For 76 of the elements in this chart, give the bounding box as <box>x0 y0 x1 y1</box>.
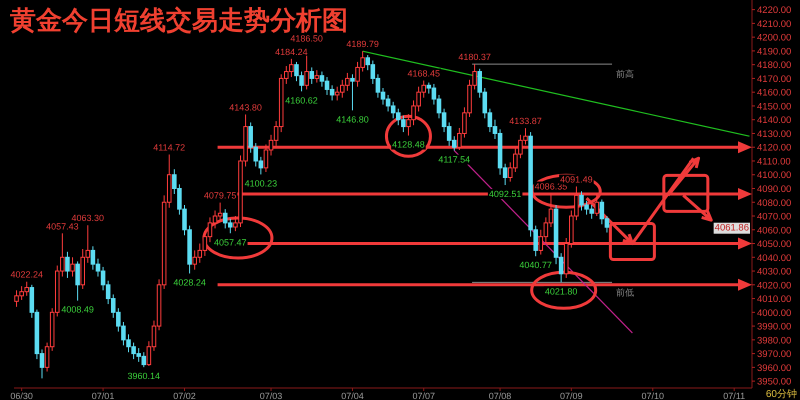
annotation: 3960.14 <box>128 371 160 382</box>
y-tick-label: 4080.00 <box>757 198 792 209</box>
y-tick-label: 4180.00 <box>757 60 792 72</box>
annotation: 4022.24 <box>10 270 43 280</box>
annotation: 4092.51 <box>488 189 522 200</box>
ref-line-label: 前高 <box>616 69 634 80</box>
text: 60分钟 <box>766 388 797 400</box>
y-tick-label: 4210.00 <box>757 18 792 30</box>
annotation: 4061.86 <box>714 222 749 234</box>
y-tick-label: 4200.00 <box>757 32 792 44</box>
y-tick-label: 4050.00 <box>757 239 792 250</box>
annotation: 4146.80 <box>336 114 369 124</box>
annotation: 4100.23 <box>244 178 278 188</box>
y-tick-label: 4130.00 <box>757 128 792 140</box>
annotation: 4057.47 <box>214 237 247 248</box>
y-tick-label: 3960.00 <box>757 362 792 374</box>
y-tick-label: 4000.00 <box>757 308 792 319</box>
annotation: 4021.80 <box>544 286 578 296</box>
annotation: 4057.43 <box>46 221 79 232</box>
y-tick-label: 4110.00 <box>757 156 791 168</box>
annotation: 4184.24 <box>275 46 308 57</box>
candlestick <box>350 74 355 111</box>
annotation: 4180.37 <box>458 52 491 62</box>
x-tick-label: 07/09 <box>560 391 583 400</box>
annotation: 4133.87 <box>509 116 542 126</box>
y-tick-label: 4220.00 <box>757 5 792 16</box>
annotation: 4028.24 <box>173 277 206 288</box>
annotation: 4143.80 <box>229 102 262 112</box>
ref-line-label: 前低 <box>616 287 634 298</box>
annotation: 4189.79 <box>346 39 379 50</box>
annotation: 4063.30 <box>72 213 104 224</box>
y-tick-label: 4070.00 <box>757 212 792 223</box>
annotation: 4086.35 <box>534 182 568 192</box>
y-tick-label: 4090.00 <box>757 184 792 195</box>
annotation: 4117.54 <box>438 154 470 165</box>
x-tick-label: 07/08 <box>488 391 512 400</box>
annotation: 4168.45 <box>407 68 440 79</box>
y-tick-label: 4030.00 <box>757 266 792 278</box>
annotation: 4114.72 <box>153 142 186 152</box>
y-tick-label: 3950.00 <box>757 376 792 388</box>
y-tick-label: 4020.00 <box>757 280 792 292</box>
chart-title: 黄金今日短线交易走势分析图 <box>9 6 348 35</box>
y-tick-label: 4040.00 <box>757 252 792 264</box>
y-tick-label: 4170.00 <box>757 74 792 85</box>
x-tick-label: 07/10 <box>641 391 664 400</box>
candlestick <box>65 251 70 278</box>
y-tick-label: 3980.00 <box>757 335 792 346</box>
x-tick-label: 07/04 <box>341 391 364 400</box>
x-tick-label: 07/07 <box>412 391 435 400</box>
y-tick-label: 4160.00 <box>757 88 792 99</box>
y-tick-label: 3990.00 <box>757 322 792 333</box>
x-tick-label: 07/02 <box>173 391 196 400</box>
y-tick-label: 4190.00 <box>757 46 792 58</box>
candlestick <box>309 66 314 84</box>
x-tick-label: 06/30 <box>10 391 33 400</box>
y-tick-label: 4150.00 <box>757 101 792 112</box>
x-tick-label: 07/01 <box>92 391 114 400</box>
annotation: 4091.49 <box>560 174 593 184</box>
x-tick-label: 07/03 <box>260 391 282 400</box>
y-tick-label: 4120.00 <box>757 142 792 154</box>
candlestick <box>70 256 75 278</box>
y-tick-label: 4100.00 <box>757 170 792 182</box>
annotation: 4008.49 <box>61 304 94 315</box>
y-tick-label: 4010.00 <box>757 294 792 306</box>
annotation: 4128.48 <box>392 140 425 150</box>
y-tick-label: 4060.00 <box>757 225 792 236</box>
candlestick <box>304 55 309 90</box>
annotation: 4040.77 <box>519 260 552 270</box>
candlestick <box>314 70 320 84</box>
y-tick-label: 3970.00 <box>757 349 792 360</box>
y-tick-label: 4140.00 <box>757 115 792 126</box>
annotation: 4160.62 <box>285 95 318 106</box>
x-tick-label: 07/11 <box>723 391 746 400</box>
annotation: 4079.75 <box>204 190 236 201</box>
candlestick <box>75 260 80 302</box>
annotation: 4186.50 <box>290 34 323 44</box>
